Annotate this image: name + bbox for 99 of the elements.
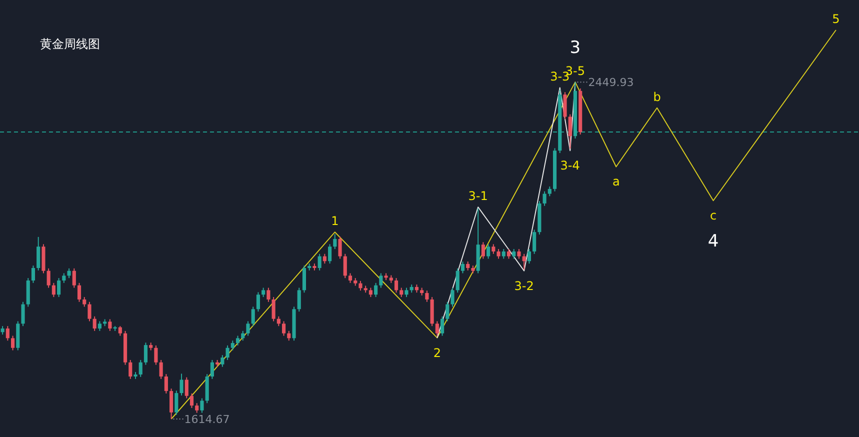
candlestick [282,320,286,336]
annotation: 3-2 [514,278,534,293]
annotation: 3-1 [468,189,488,204]
candlestick [517,248,521,260]
candlestick [486,244,490,260]
candlestick [450,287,454,308]
candlestick [6,326,10,342]
candlestick [481,242,485,260]
chart-title: 黄金周线图 [40,37,100,51]
candlestick [532,229,536,254]
annotation: 5 [832,12,840,26]
candlestick [108,318,112,332]
annotation: 4 [708,232,719,252]
candlestick [333,234,337,250]
candlestick [358,280,362,292]
candlestick [374,282,378,298]
candlestick [379,272,383,288]
candlestick [77,282,82,302]
candlestick [52,282,56,298]
annotation: 2449.93 [588,76,634,90]
candlestick [542,190,546,206]
candlestick [98,320,102,332]
candlestick [251,306,255,327]
candlestick [236,335,240,346]
annotation: a [612,174,620,189]
annotation: 1 [331,214,339,228]
candlestick [400,287,404,298]
annotation: 3 [570,38,581,58]
candlestick [460,261,465,274]
annotation: 2 [433,346,441,360]
candlestick [262,287,266,298]
candlestick [256,292,260,312]
candlestick [512,248,516,260]
candlestick [440,316,444,336]
candlestick [46,268,50,288]
candlestick [92,316,96,332]
candlestick [246,320,250,336]
candlestick [322,253,326,264]
candlestick [502,248,506,260]
candlestick [492,244,496,254]
candlestick [170,388,174,420]
candlestick [21,301,25,327]
candlestick [548,186,552,197]
candlestick [456,268,460,294]
candlestick [522,253,526,270]
candlestick [82,296,86,308]
candlestick [72,268,76,288]
candlestick [343,253,347,279]
candlestick [435,320,439,337]
candlestick [318,253,322,271]
candlestick [241,330,245,342]
candlestick [446,301,450,322]
candlestick [348,272,352,284]
candlestick [563,92,567,120]
candlestick [404,287,408,298]
candlestick [276,316,280,327]
candlestick [368,287,372,298]
candlestick [297,287,301,312]
annotation: 3-4 [560,158,580,173]
candlestick [144,342,148,366]
candlestick [210,359,214,380]
candlestick [272,296,276,322]
annotation: 1614.67 [184,413,230,426]
candlestick [425,290,429,302]
candlestick [338,236,342,260]
annotation: b [653,90,661,104]
candlestick [184,376,188,399]
annotation: c [710,208,717,223]
candlestick [26,278,30,308]
candlestick [195,402,199,414]
candlestick [226,344,230,360]
candlestick [266,287,270,302]
candlestick [164,374,168,394]
candlestick [200,398,204,414]
candlestick [88,301,92,322]
candlestick [287,330,291,342]
candlestick [174,390,178,416]
candlestick [394,278,398,294]
candlestick [302,265,306,294]
candlestick [10,335,15,351]
candlestick [190,392,194,408]
candlestick [57,278,61,298]
candlestick [230,340,234,351]
candlestick [128,359,132,380]
candlestick [118,326,122,336]
candlestick [180,373,184,396]
candlestick [220,354,224,368]
candlestick [62,272,66,284]
candlestick [36,236,40,271]
candlestick [527,248,531,264]
candlestick [568,114,572,150]
candlestick [67,268,71,279]
candlestick [328,244,332,264]
candlestick [159,359,163,380]
candlestick [138,359,142,378]
candlestick [506,248,511,260]
candlestick [154,344,158,366]
candlestick [496,248,500,260]
candlestick [31,265,36,284]
